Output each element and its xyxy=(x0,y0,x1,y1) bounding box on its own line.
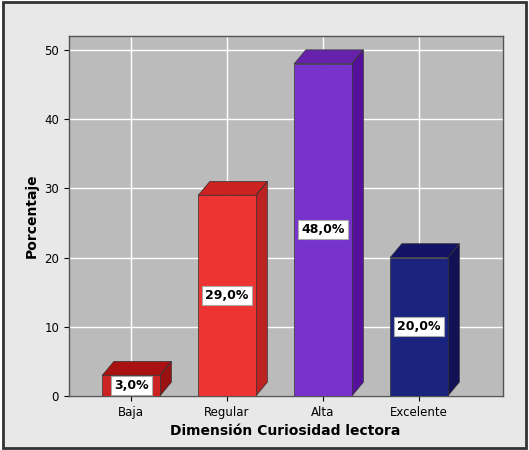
Bar xyxy=(294,64,352,396)
Polygon shape xyxy=(294,50,363,64)
Y-axis label: Porcentaje: Porcentaje xyxy=(25,174,39,258)
Bar xyxy=(390,257,448,396)
Bar xyxy=(198,195,256,396)
Polygon shape xyxy=(448,244,459,396)
Polygon shape xyxy=(256,181,268,396)
X-axis label: Dimensión Curiosidad lectora: Dimensión Curiosidad lectora xyxy=(170,424,401,438)
Text: 3,0%: 3,0% xyxy=(114,379,149,392)
Text: 20,0%: 20,0% xyxy=(397,320,441,333)
Polygon shape xyxy=(390,244,459,257)
Polygon shape xyxy=(352,50,363,396)
Polygon shape xyxy=(160,361,171,396)
Text: 29,0%: 29,0% xyxy=(205,289,249,302)
Text: 48,0%: 48,0% xyxy=(302,223,345,236)
Bar xyxy=(102,375,160,396)
Polygon shape xyxy=(102,361,171,375)
Polygon shape xyxy=(198,181,268,195)
